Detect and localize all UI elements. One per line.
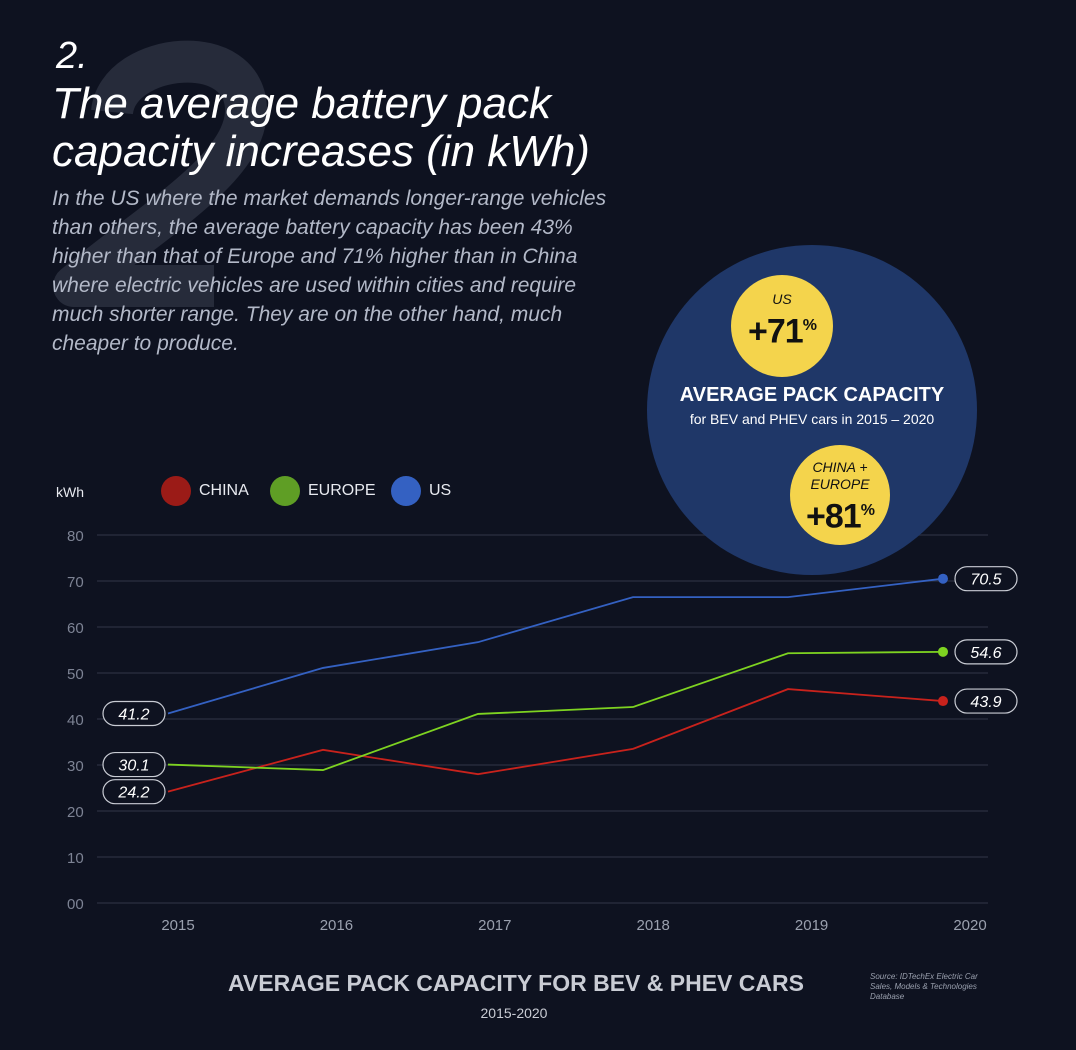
y-tick-label: 80: [67, 528, 84, 545]
series-line-us: [167, 577, 944, 715]
us-badge: US +71%: [731, 275, 833, 377]
x-tick-label: 2015: [161, 917, 194, 934]
y-tick-label: 00: [67, 896, 84, 913]
data-label-pill: [102, 779, 166, 805]
section-number: 2.: [56, 35, 88, 77]
description-line: than others, the average battery capacit…: [52, 216, 573, 239]
description-line: much shorter range. They are on the othe…: [52, 303, 563, 326]
data-label: 41.2: [118, 706, 149, 723]
x-tick-label: 2020: [953, 917, 986, 934]
badge-label: CHINA +: [812, 459, 868, 475]
page-title: The average battery pack capacity increa…: [52, 80, 590, 176]
y-tick-label: 30: [67, 758, 84, 775]
callout-subtitle: for BEV and PHEV cars in 2015 – 2020: [689, 411, 935, 427]
data-label-pill: [954, 639, 1018, 665]
data-label-pill: [954, 566, 1018, 592]
title-line: capacity increases (in kWh): [52, 127, 590, 176]
legend-swatch: [391, 476, 421, 506]
chart-subtitle: 2015-2020: [480, 1005, 548, 1021]
y-tick-label: 70: [67, 574, 84, 591]
data-point: [938, 696, 948, 707]
callout-title: AVERAGE PACK CAPACITY: [679, 384, 945, 406]
x-tick-label: 2017: [478, 917, 511, 934]
data-label: 54.6: [970, 645, 1001, 662]
description-line: In the US where the market demands longe…: [52, 187, 607, 210]
data-point: [938, 646, 948, 657]
x-tick-label: 2018: [637, 917, 670, 934]
data-label: 24.2: [117, 785, 149, 802]
description-line: where electric vehicles are used within …: [52, 274, 577, 297]
y-tick-label: 40: [67, 712, 84, 729]
series-line-europe: [167, 650, 944, 771]
series-line-china: [167, 688, 944, 793]
chart-title: AVERAGE PACK CAPACITY FOR BEV & PHEV CAR…: [228, 970, 804, 996]
watermark-number-graphic: [53, 40, 267, 307]
data-point: [938, 573, 948, 584]
title-line: The average battery pack: [52, 79, 551, 128]
ce-badge-value: +81%: [806, 497, 875, 536]
watermark-glyph: [53, 40, 267, 307]
china-europe-badge: CHINA + EUROPE +81%: [790, 445, 890, 545]
badge-label: EUROPE: [810, 476, 870, 492]
us-badge-label: US: [772, 291, 792, 307]
data-label-pill: [102, 700, 166, 727]
y-axis-unit: kWh: [56, 484, 84, 500]
description: In the US where the market demands longe…: [52, 184, 606, 358]
x-tick-label: 2016: [320, 917, 353, 934]
legend-swatch: [161, 476, 191, 506]
source-note: Source: IDTechEx Electric Car Sales, Mod…: [870, 972, 978, 1001]
y-tick-label: 10: [67, 850, 84, 867]
y-tick-label: 20: [67, 804, 84, 821]
data-label-pill: [954, 688, 1018, 714]
x-tick-label: 2019: [795, 917, 828, 934]
legend-us: US: [391, 476, 451, 506]
us-badge-value: +71%: [748, 312, 817, 351]
description-line: higher than that of Europe and 71% highe…: [52, 245, 578, 268]
data-label: 43.9: [970, 694, 1001, 711]
y-tick-label: 60: [67, 620, 84, 637]
legend-europe: EUROPE: [270, 476, 376, 506]
data-label-pill: [102, 751, 166, 778]
data-label: 70.5: [970, 572, 1001, 589]
legend-china: CHINA: [161, 476, 249, 506]
legend-swatch: [270, 476, 300, 506]
y-tick-label: 50: [67, 666, 84, 683]
data-label: 30.1: [118, 758, 149, 775]
description-line: cheaper to produce.: [52, 332, 239, 355]
